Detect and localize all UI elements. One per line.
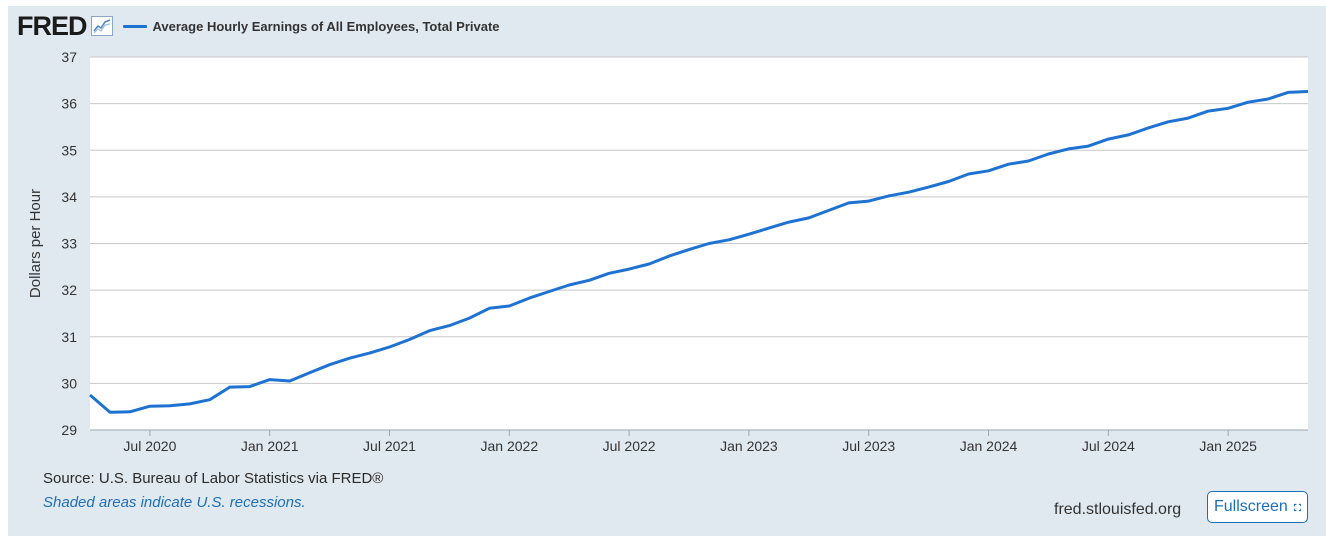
legend: Average Hourly Earnings of All Employees… [122,18,500,34]
y-tick-label: 36 [61,96,77,112]
expand-icon [1293,503,1301,511]
legend-label: Average Hourly Earnings of All Employees… [152,18,500,34]
chart-header: FRED Average Hourly Earnings of All Empl… [17,12,500,40]
x-tick-label: Jul 2022 [603,438,656,454]
x-tick-label: Jul 2021 [363,438,416,454]
series-line[interactable] [89,90,1309,414]
y-tick-label: 30 [61,375,77,391]
legend-swatch [122,24,147,28]
y-tick-label: 33 [61,236,77,252]
x-tick-label: Jul 2020 [123,438,176,454]
recession-note: Shaded areas indicate U.S. recessions. [43,494,306,511]
x-tick-label: Jan 2025 [1199,438,1257,454]
x-tick-label: Jul 2024 [1082,438,1135,454]
y-axis-label: Dollars per Hour [27,189,44,298]
x-tick-label: Jan 2024 [960,438,1018,454]
fullscreen-button[interactable]: Fullscreen [1207,491,1308,523]
fred-logo[interactable]: FRED [17,11,87,41]
x-tick-label: Jan 2023 [720,438,778,454]
site-url[interactable]: fred.stlouisfed.org [1054,501,1182,518]
line-chart: 29 30 31 32 33 34 35 36 37 Jul 2020 Jan 2021 Jul 20… [27,49,1309,454]
x-tick-label: Jul 2023 [842,438,895,454]
y-tick-label: 32 [61,282,77,298]
y-tick-label: 29 [61,422,77,438]
y-tick-label: 37 [61,49,77,65]
source-text: Source: U.S. Bureau of Labor Statistics … [43,470,384,487]
line-chart-icon [90,16,113,36]
y-tick-label: 34 [61,189,77,205]
y-tick-label: 35 [61,142,77,158]
x-tick-label: Jan 2021 [241,438,299,454]
y-tick-label: 31 [61,329,77,345]
x-tick-label: Jan 2022 [481,438,539,454]
fullscreen-label: Fullscreen [1214,498,1288,515]
